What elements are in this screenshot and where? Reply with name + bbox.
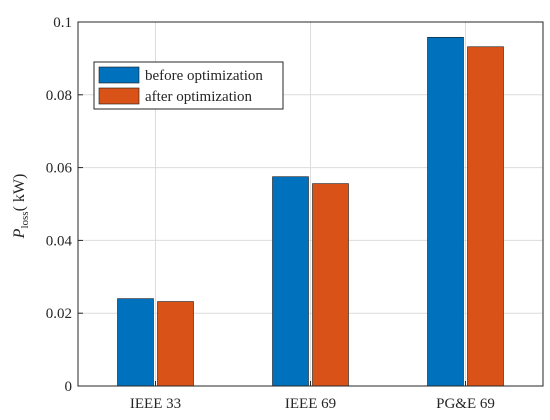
y-ticks: 0 0.02 0.04 0.06 0.08 0.1 — [46, 15, 83, 395]
y-tick-label: 0.06 — [46, 161, 73, 177]
x-tick-label: PG&E 69 — [436, 396, 495, 412]
y-tick-label: 0.02 — [46, 306, 72, 322]
bar-before-0 — [117, 298, 154, 387]
legend-swatch-before — [98, 66, 140, 84]
bar-before-2 — [427, 36, 464, 387]
y-axis-unit: ( kW) — [11, 174, 28, 212]
y-tick-label: 0.1 — [53, 15, 72, 31]
bar-after-2 — [467, 46, 504, 387]
bar-before-1 — [272, 176, 309, 387]
x-tick-label: IEEE 33 — [130, 396, 181, 412]
bar-after-1 — [312, 183, 349, 387]
y-axis-label: Ploss( kW) — [11, 174, 31, 240]
x-tick-label: IEEE 69 — [285, 396, 336, 412]
legend: before optimization after optimization — [93, 61, 284, 110]
x-ticks: IEEE 33 IEEE 69 PG&E 69 — [130, 381, 495, 412]
bar-after-0 — [157, 301, 194, 387]
legend-label-before: before optimization — [145, 68, 263, 84]
legend-swatch-after — [98, 87, 140, 105]
y-axis-symbol: P — [11, 228, 28, 239]
y-axis-subscript: loss — [19, 211, 31, 228]
y-tick-label: 0 — [65, 379, 73, 395]
y-tick-label: 0.08 — [46, 88, 72, 104]
y-tick-label: 0.04 — [46, 233, 73, 249]
legend-label-after: after optimization — [145, 89, 253, 105]
